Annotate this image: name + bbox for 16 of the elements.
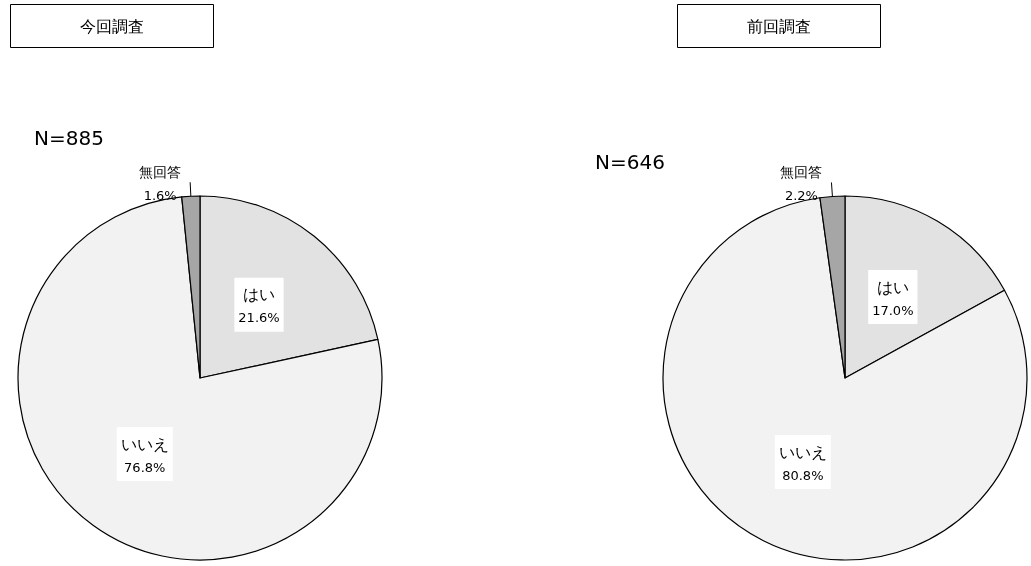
- text: N=885: [34, 126, 104, 150]
- data-label: 21.6%: [238, 310, 280, 326]
- text: N=646: [595, 150, 665, 174]
- chart-title: 前回調査: [747, 16, 811, 36]
- data-label: 76.8%: [124, 459, 166, 475]
- slice-label: 無回答: [139, 164, 182, 181]
- data-label: 17.0%: [872, 302, 914, 318]
- slice-label: はい: [876, 277, 909, 297]
- slice-label: はい: [243, 285, 275, 305]
- data-label: 80.8%: [782, 467, 824, 483]
- chart-title: 今回調査: [80, 16, 144, 36]
- data-label: 2.2%: [784, 187, 818, 203]
- slice-label: 無回答: [780, 164, 823, 181]
- slice-label: いいえ: [120, 434, 169, 454]
- data-label: 1.6%: [143, 187, 177, 203]
- slice-label: いいえ: [778, 442, 827, 462]
